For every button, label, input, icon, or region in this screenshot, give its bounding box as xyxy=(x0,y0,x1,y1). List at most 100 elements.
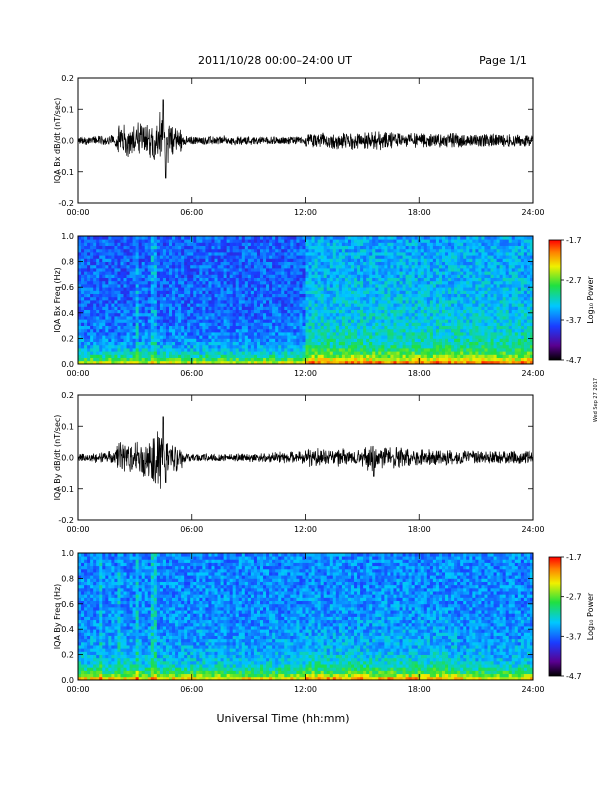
spectrogram-cell xyxy=(190,277,194,282)
spectrogram-cell xyxy=(311,328,315,333)
spectrogram-cell xyxy=(429,242,434,246)
spectrogram-cell xyxy=(308,242,312,246)
spectrogram-cell xyxy=(162,335,167,339)
spectrogram-cell xyxy=(314,303,319,307)
spectrogram-cell xyxy=(417,332,422,336)
spectrogram-cell xyxy=(414,274,419,278)
spectrogram-cell xyxy=(275,332,279,336)
spectrogram-cell xyxy=(132,271,137,275)
spectrogram-cell xyxy=(205,287,209,291)
spectrogram-cell xyxy=(335,245,340,250)
spectrogram-cell xyxy=(178,274,182,278)
spectrogram-cell xyxy=(129,252,133,256)
spectrogram-cell xyxy=(442,268,446,272)
spectrogram-cell xyxy=(347,354,352,358)
spectrogram-cell xyxy=(426,236,431,240)
spectrogram-cell xyxy=(432,252,437,256)
spectrogram-cell xyxy=(202,332,206,336)
spectrogram-cell xyxy=(323,252,328,256)
spectrogram-cell xyxy=(132,258,137,262)
spectrogram-cell xyxy=(317,277,322,282)
spectrogram-cell xyxy=(211,303,215,307)
spectrogram-cell xyxy=(314,322,319,326)
spectrogram-cell xyxy=(208,328,212,333)
spectrogram-cell xyxy=(266,245,270,250)
spectrogram-cell xyxy=(393,264,397,269)
spectrogram-cell xyxy=(432,242,437,246)
spectrogram-cell xyxy=(411,264,416,269)
spectrogram-cell xyxy=(93,290,97,294)
spectrogram-cell xyxy=(235,344,240,349)
y-axis-label: IQA Bx dB/dt (nT/sec) xyxy=(53,98,62,184)
spectrogram-cell xyxy=(229,312,234,317)
spectrogram-cell xyxy=(114,300,118,304)
spectrogram-cell xyxy=(326,280,331,285)
spectrogram-cell xyxy=(93,242,97,246)
spectrogram-cell xyxy=(84,328,88,333)
spectrogram-cell xyxy=(445,271,449,275)
spectrogram-cell xyxy=(205,351,209,355)
spectrogram-cell xyxy=(105,341,109,346)
spectrogram-cell xyxy=(384,338,388,342)
spectrogram-cell xyxy=(290,319,294,323)
spectrogram-cell xyxy=(296,319,300,323)
spectrogram-cell xyxy=(102,236,106,240)
spectrogram-cell xyxy=(108,348,112,352)
spectrogram-cell xyxy=(108,354,112,358)
spectrogram-cell xyxy=(84,290,88,294)
spectrogram-cell xyxy=(284,325,288,330)
spectrogram-cell xyxy=(187,271,191,275)
spectrogram-cell xyxy=(293,303,297,307)
spectrogram-cell xyxy=(187,242,191,246)
spectrogram-cell xyxy=(244,255,249,259)
spectrogram-cell xyxy=(417,242,422,246)
spectrogram-cell xyxy=(402,328,406,333)
spectrogram-cell xyxy=(296,274,300,278)
spectrogram-cell xyxy=(150,319,155,323)
spectrogram-cell xyxy=(405,325,410,330)
spectrogram-cell xyxy=(429,236,434,240)
spectrogram-cell xyxy=(126,261,130,266)
spectrogram-cell xyxy=(187,280,191,285)
spectrogram-cell xyxy=(223,248,228,253)
spectrogram-cell xyxy=(290,303,294,307)
spectrogram-cell xyxy=(272,300,276,304)
spectrogram-cell xyxy=(414,319,419,323)
spectrogram-cell xyxy=(162,303,167,307)
spectrogram-cell xyxy=(81,252,85,256)
spectrogram-cell xyxy=(393,261,397,266)
spectrogram-cell xyxy=(260,316,264,320)
spectrogram-cell xyxy=(99,309,103,314)
spectrogram-cell xyxy=(423,309,428,314)
spectrogram-cell xyxy=(290,360,294,365)
spectrogram-cell xyxy=(84,344,88,349)
spectrogram-cell xyxy=(238,284,243,288)
spectrogram-cell xyxy=(351,360,355,365)
spectrogram-cell xyxy=(269,325,273,330)
spectrogram-cell xyxy=(247,261,252,266)
spectrogram-cell xyxy=(93,258,97,262)
spectrogram-cell xyxy=(293,242,297,246)
spectrogram-cell xyxy=(272,322,276,326)
spectrogram-cell xyxy=(402,239,406,243)
spectrogram-cell xyxy=(378,348,382,352)
spectrogram-cell xyxy=(117,351,121,355)
spectrogram-cell xyxy=(129,341,133,346)
spectrogram-cell xyxy=(426,264,431,269)
spectrogram-cell xyxy=(402,338,406,342)
spectrogram-cell xyxy=(329,245,334,250)
spectrogram-cell xyxy=(354,258,358,262)
spectrogram-cell xyxy=(445,258,449,262)
spectrogram-cell xyxy=(329,341,334,346)
spectrogram-cell xyxy=(244,280,249,285)
spectrogram-cell xyxy=(363,300,367,304)
spectrogram-cell xyxy=(438,360,443,365)
spectrogram-cell xyxy=(150,287,155,291)
spectrogram-cell xyxy=(190,319,194,323)
spectrogram-cell xyxy=(269,261,273,266)
spectrogram-cell xyxy=(253,338,258,342)
spectrogram-cell xyxy=(344,328,349,333)
spectrogram-cell xyxy=(87,338,91,342)
spectrogram-cell xyxy=(123,360,127,365)
spectrogram-cell xyxy=(247,357,252,362)
